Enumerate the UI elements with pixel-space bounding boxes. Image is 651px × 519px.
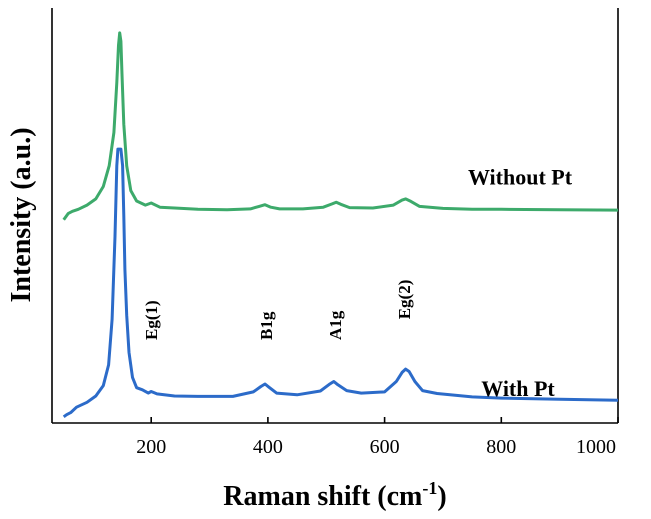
series-line-with-pt — [62, 147, 619, 419]
peak-label-a1g: A1g — [326, 310, 345, 340]
x-axis-title-superscript: -1 — [422, 478, 437, 498]
x-tick-label-200: 200 — [136, 436, 166, 458]
series-line-without-pt — [62, 31, 619, 221]
x-tick-labels: 200 400 600 800 1000 — [136, 436, 616, 458]
x-axis-title: Raman shift (cm-1) — [223, 478, 446, 512]
series-label-without-pt: Without Pt — [468, 164, 573, 189]
peak-labels: Eg(1) B1g A1g Eg(2) — [142, 280, 414, 340]
x-axis-title-main: Raman shift (cm — [223, 481, 422, 512]
series-lines — [62, 31, 619, 419]
y-axis-title: Intensity (a.u.) — [6, 127, 37, 302]
series-labels: Without Pt With Pt — [468, 164, 573, 401]
x-tick-label-600: 600 — [370, 436, 400, 458]
x-tick-label-1000: 1000 — [576, 436, 616, 458]
x-tick-label-800: 800 — [486, 436, 516, 458]
series-label-with-pt: With Pt — [481, 376, 555, 401]
peak-label-eg2: Eg(2) — [395, 280, 414, 320]
x-tick-label-400: 400 — [253, 436, 283, 458]
x-ticks — [150, 417, 619, 423]
peak-label-eg1: Eg(1) — [142, 300, 161, 340]
peak-label-b1g: B1g — [257, 311, 276, 340]
x-axis-title-end: ) — [437, 481, 446, 512]
